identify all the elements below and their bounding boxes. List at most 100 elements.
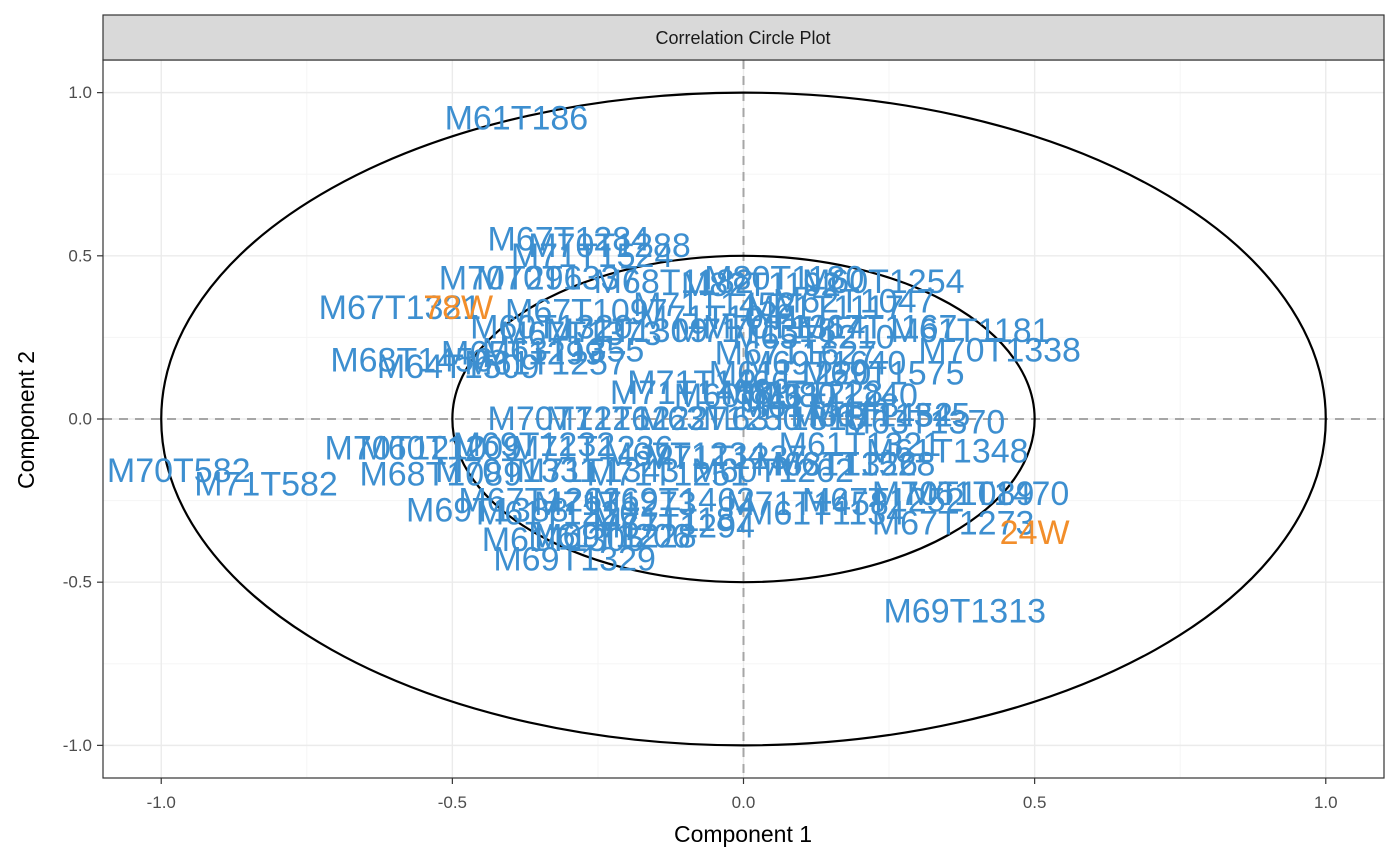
correlation-circle-r1 bbox=[160, 91, 1327, 747]
variable-label: M67T1252 bbox=[802, 482, 965, 520]
variable-label: M70T582 bbox=[107, 452, 251, 490]
variable-label: M71T1236 bbox=[511, 429, 674, 467]
x-axis-ticks: -1.0 -0.5 0.0 0.5 1.0 bbox=[147, 778, 1338, 812]
variable-label: M69T1313 bbox=[883, 593, 1046, 631]
variable-label: M61T186 bbox=[445, 100, 589, 138]
variable-label: M70T1226 bbox=[488, 400, 651, 438]
point-labels: M61T186M67T1284M70T1288M71T1524M70T296M7… bbox=[107, 100, 1081, 631]
variable-label: M70T1331 bbox=[435, 452, 598, 490]
variable-label: M71T1452 bbox=[633, 286, 796, 324]
chart-title: Correlation Circle Plot bbox=[655, 28, 830, 48]
variable-label: M63T1370 bbox=[843, 403, 1006, 441]
variable-label: M68T1089 bbox=[359, 455, 522, 493]
sample-label: 24W bbox=[1000, 514, 1070, 552]
y-tick-label: 0.5 bbox=[68, 246, 92, 265]
variable-label: M71T1466 bbox=[627, 364, 790, 402]
variable-label: M69T1232 bbox=[453, 426, 616, 464]
variable-label: M80T1180 bbox=[704, 260, 864, 298]
variable-label: M63T1355 bbox=[482, 331, 645, 369]
variable-label: M61T1228 bbox=[720, 374, 883, 412]
variable-label: M71T1251 bbox=[587, 455, 750, 493]
variable-label: M71T1222 bbox=[546, 400, 709, 438]
variable-label: M71T1458 bbox=[610, 374, 773, 412]
variable-label: M63T1318 bbox=[703, 400, 866, 438]
variable-label: M71T1524 bbox=[511, 237, 674, 275]
variable-label: M71T1237 bbox=[645, 439, 808, 477]
variable-label: M60T1380 bbox=[674, 377, 837, 415]
variable-label: M61T1181 bbox=[891, 312, 1051, 350]
y-tick-label: -0.5 bbox=[63, 573, 92, 592]
variable-label: M61T1257 bbox=[464, 345, 627, 383]
variable-label: M61T1117 bbox=[746, 289, 904, 327]
variable-label: M67T1262 bbox=[458, 482, 621, 520]
y-tick-label: 1.0 bbox=[68, 83, 92, 102]
variable-label: M65T1299 bbox=[441, 335, 604, 373]
correlation-circles bbox=[160, 91, 1327, 747]
variable-label: M61T1206 bbox=[528, 517, 691, 555]
variable-label: M70T1089 bbox=[872, 475, 1035, 513]
x-tick-label: -1.0 bbox=[147, 793, 176, 812]
variable-label: M71T1273 bbox=[534, 485, 697, 523]
variable-label: M61T1470 bbox=[907, 475, 1070, 513]
variable-label: M63T1326 bbox=[755, 446, 918, 484]
variable-label: M71T1309 bbox=[546, 312, 709, 350]
variable-label: M71T1041 bbox=[639, 299, 802, 337]
variable-label: M67T1321 bbox=[319, 289, 482, 327]
sample-label: 78W bbox=[423, 289, 493, 327]
variable-label: M61T1134 bbox=[745, 495, 905, 533]
variable-label: M67T1373 bbox=[499, 315, 662, 353]
variable-label: M69T1640 bbox=[744, 345, 907, 383]
variable-label: M61T1305 bbox=[482, 521, 645, 559]
variable-label: M67T1097 bbox=[505, 292, 668, 330]
variable-label: M70T296 bbox=[439, 260, 583, 298]
variable-label: M68T1182 bbox=[594, 263, 754, 301]
variable-label: M67T1627 bbox=[715, 335, 878, 373]
variable-label: M67T1284 bbox=[488, 221, 651, 259]
variable-label: M70T1314 bbox=[703, 309, 866, 347]
variable-label: M61T1240 bbox=[755, 377, 918, 415]
variable-label: M70T1338 bbox=[918, 331, 1081, 369]
variable-label: M67T1273 bbox=[872, 504, 1035, 542]
variable-label: M68T1456 bbox=[330, 341, 493, 379]
y-tick-label: -1.0 bbox=[63, 736, 92, 755]
variable-label: M63T1250 bbox=[639, 400, 802, 438]
reference-lines bbox=[103, 60, 1384, 778]
variable-label: M61T1452 bbox=[790, 397, 953, 435]
variable-label: M60T1262 bbox=[691, 452, 854, 490]
variable-label: M67T1167 bbox=[797, 309, 957, 347]
variable-label: M70T1337 bbox=[476, 260, 639, 298]
variable-label: M61T1148 bbox=[739, 387, 899, 425]
variable-label: M61T1528 bbox=[773, 446, 936, 484]
variable-label: M60T1209 bbox=[359, 429, 522, 467]
variable-label: M62T1047 bbox=[773, 283, 936, 321]
correlation-circle-r0_5 bbox=[451, 254, 1036, 584]
variable-label: M60T1254 bbox=[802, 263, 965, 301]
variable-label: M69T1462 bbox=[592, 482, 755, 520]
y-tick-label: 0.0 bbox=[68, 410, 92, 429]
variable-label: M60T1320 bbox=[470, 309, 633, 347]
variable-label: M70T1288 bbox=[528, 227, 691, 265]
variable-label: M61T1321 bbox=[779, 426, 942, 464]
variable-label: M61T1348 bbox=[866, 433, 1029, 471]
variable-label: M71T1458 bbox=[726, 485, 889, 523]
x-tick-label: 0.5 bbox=[1023, 793, 1047, 812]
variable-label: M69T1388 bbox=[406, 491, 569, 529]
x-tick-label: 0.0 bbox=[732, 793, 756, 812]
variable-label: M64T1509 bbox=[377, 348, 540, 386]
y-axis-title: Component 2 bbox=[13, 351, 39, 489]
x-tick-label: -0.5 bbox=[438, 793, 467, 812]
x-axis-title: Component 1 bbox=[674, 821, 812, 847]
x-tick-label: 1.0 bbox=[1314, 793, 1338, 812]
variable-label: M71T1343 bbox=[517, 452, 680, 490]
variable-label: M69T1329 bbox=[493, 540, 656, 578]
variable-label: M67T1294 bbox=[592, 508, 755, 546]
variable-label: M69T1228 bbox=[534, 517, 697, 555]
variable-label: M69T1575 bbox=[802, 354, 965, 392]
variable-label: M65T1210 bbox=[732, 318, 895, 356]
variable-label: M61T1220 bbox=[709, 354, 872, 392]
y-axis-ticks: -1.0 -0.5 0.0 0.5 1.0 bbox=[63, 83, 103, 755]
facet-strip bbox=[102, 14, 1385, 61]
variable-label: M61T1220 bbox=[476, 495, 639, 533]
